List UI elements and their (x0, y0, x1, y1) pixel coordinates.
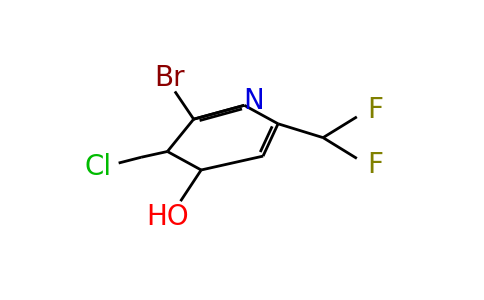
Text: HO: HO (146, 203, 189, 231)
Text: Cl: Cl (84, 152, 112, 181)
Text: F: F (367, 152, 384, 179)
Text: Br: Br (154, 64, 184, 92)
Text: N: N (243, 87, 264, 115)
Text: F: F (367, 96, 384, 124)
